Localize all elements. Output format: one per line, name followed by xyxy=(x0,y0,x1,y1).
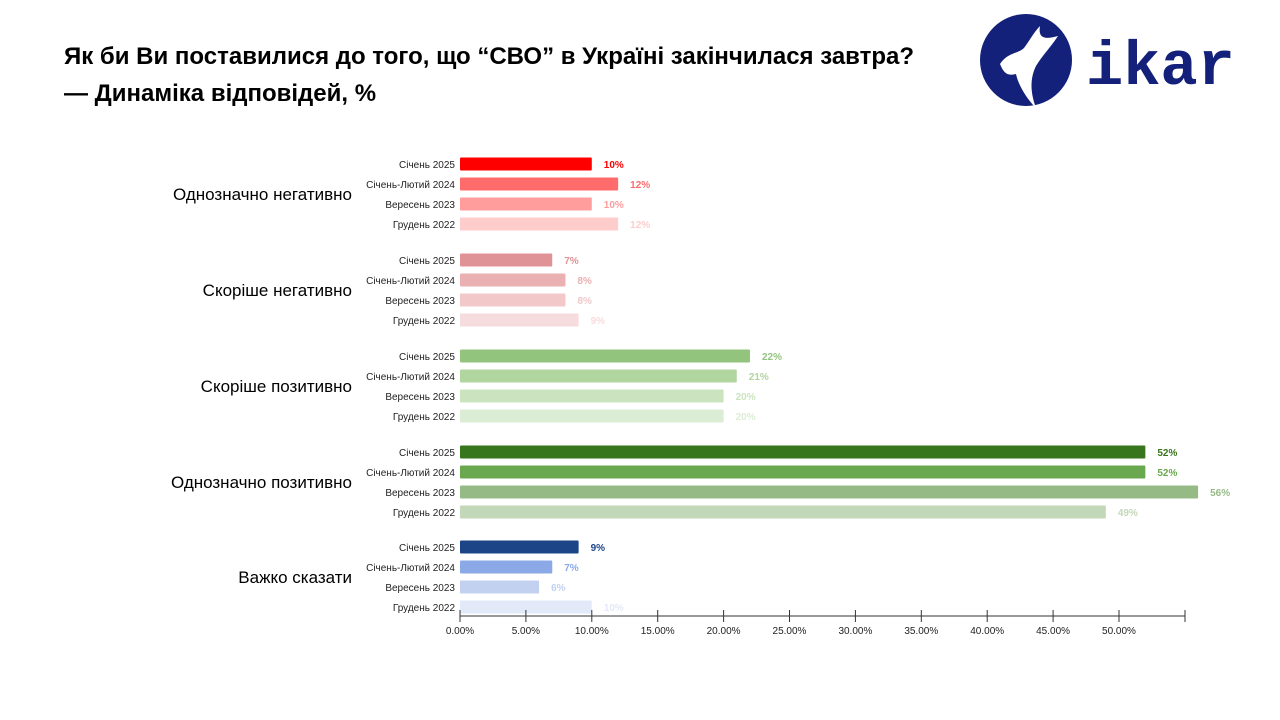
bar xyxy=(460,313,579,327)
data-label: 10% xyxy=(604,160,624,171)
x-tick-label: 35.00% xyxy=(904,626,938,637)
bar xyxy=(460,560,553,574)
data-label: 21% xyxy=(749,372,769,383)
data-label: 10% xyxy=(604,603,624,614)
x-tick-label: 0.00% xyxy=(446,626,474,637)
data-label: 6% xyxy=(551,583,566,594)
period-label: Вересень 2023 xyxy=(385,392,455,403)
x-tick-label: 10.00% xyxy=(575,626,609,637)
data-label: 20% xyxy=(736,392,756,403)
period-label: Січень-Лютий 2024 xyxy=(366,468,455,479)
x-tick-label: 30.00% xyxy=(838,626,872,637)
period-label: Січень-Лютий 2024 xyxy=(366,180,455,191)
data-label: 7% xyxy=(564,256,579,267)
period-label: Січень 2025 xyxy=(399,160,455,171)
period-label: Грудень 2022 xyxy=(393,412,456,423)
data-label: 9% xyxy=(591,543,606,554)
bar xyxy=(460,540,579,554)
period-label: Січень 2025 xyxy=(399,256,455,267)
data-label: 22% xyxy=(762,352,782,363)
period-label: Січень-Лютий 2024 xyxy=(366,372,455,383)
bar xyxy=(460,505,1106,519)
period-label: Вересень 2023 xyxy=(385,488,455,499)
bar xyxy=(460,389,724,403)
period-label: Вересень 2023 xyxy=(385,200,455,211)
period-label: Грудень 2022 xyxy=(393,603,456,614)
data-label: 52% xyxy=(1157,448,1177,459)
data-label: 20% xyxy=(736,412,756,423)
x-tick-label: 5.00% xyxy=(512,626,540,637)
ikar-logo: ikar xyxy=(980,14,1235,108)
bar xyxy=(460,409,724,423)
bar xyxy=(460,485,1199,499)
x-tick-label: 25.00% xyxy=(773,626,807,637)
bar xyxy=(460,177,619,191)
period-label: Грудень 2022 xyxy=(393,508,456,519)
bar xyxy=(460,157,592,171)
data-label: 8% xyxy=(577,276,592,287)
category-label: Однозначно позитивно xyxy=(171,473,352,492)
bar xyxy=(460,253,553,267)
bar xyxy=(460,580,540,594)
bar xyxy=(460,293,566,307)
x-tick-label: 40.00% xyxy=(970,626,1004,637)
data-label: 9% xyxy=(591,316,606,327)
period-label: Січень-Лютий 2024 xyxy=(366,563,455,574)
data-label: 56% xyxy=(1210,488,1230,499)
period-label: Січень 2025 xyxy=(399,543,455,554)
period-label: Січень-Лютий 2024 xyxy=(366,276,455,287)
period-label: Грудень 2022 xyxy=(393,220,456,231)
bar xyxy=(460,273,566,287)
bar xyxy=(460,465,1146,479)
category-label: Скоріше негативно xyxy=(203,281,352,300)
bar xyxy=(460,369,737,383)
period-label: Січень 2025 xyxy=(399,448,455,459)
period-label: Грудень 2022 xyxy=(393,316,456,327)
bar xyxy=(460,217,619,231)
data-label: 49% xyxy=(1118,508,1138,519)
bar xyxy=(460,349,750,363)
x-tick-label: 45.00% xyxy=(1036,626,1070,637)
x-tick-label: 50.00% xyxy=(1102,626,1136,637)
dove-icon xyxy=(1000,26,1058,108)
data-label: 8% xyxy=(577,296,592,307)
logo-text: ikar xyxy=(1086,32,1235,103)
page-title: Як би Ви поставилися до того, що “СВО” в… xyxy=(64,43,915,107)
period-label: Січень 2025 xyxy=(399,352,455,363)
x-tick-label: 15.00% xyxy=(641,626,675,637)
data-label: 12% xyxy=(630,180,650,191)
category-label: Скоріше позитивно xyxy=(201,377,352,396)
period-label: Вересень 2023 xyxy=(385,583,455,594)
category-label: Важко сказати xyxy=(238,568,352,587)
data-label: 52% xyxy=(1157,468,1177,479)
data-label: 12% xyxy=(630,220,650,231)
bar xyxy=(460,445,1146,459)
bar xyxy=(460,600,592,614)
period-label: Вересень 2023 xyxy=(385,296,455,307)
bar xyxy=(460,197,592,211)
data-label: 7% xyxy=(564,563,579,574)
category-label: Однозначно негативно xyxy=(173,185,352,204)
x-tick-label: 20.00% xyxy=(707,626,741,637)
data-label: 10% xyxy=(604,200,624,211)
